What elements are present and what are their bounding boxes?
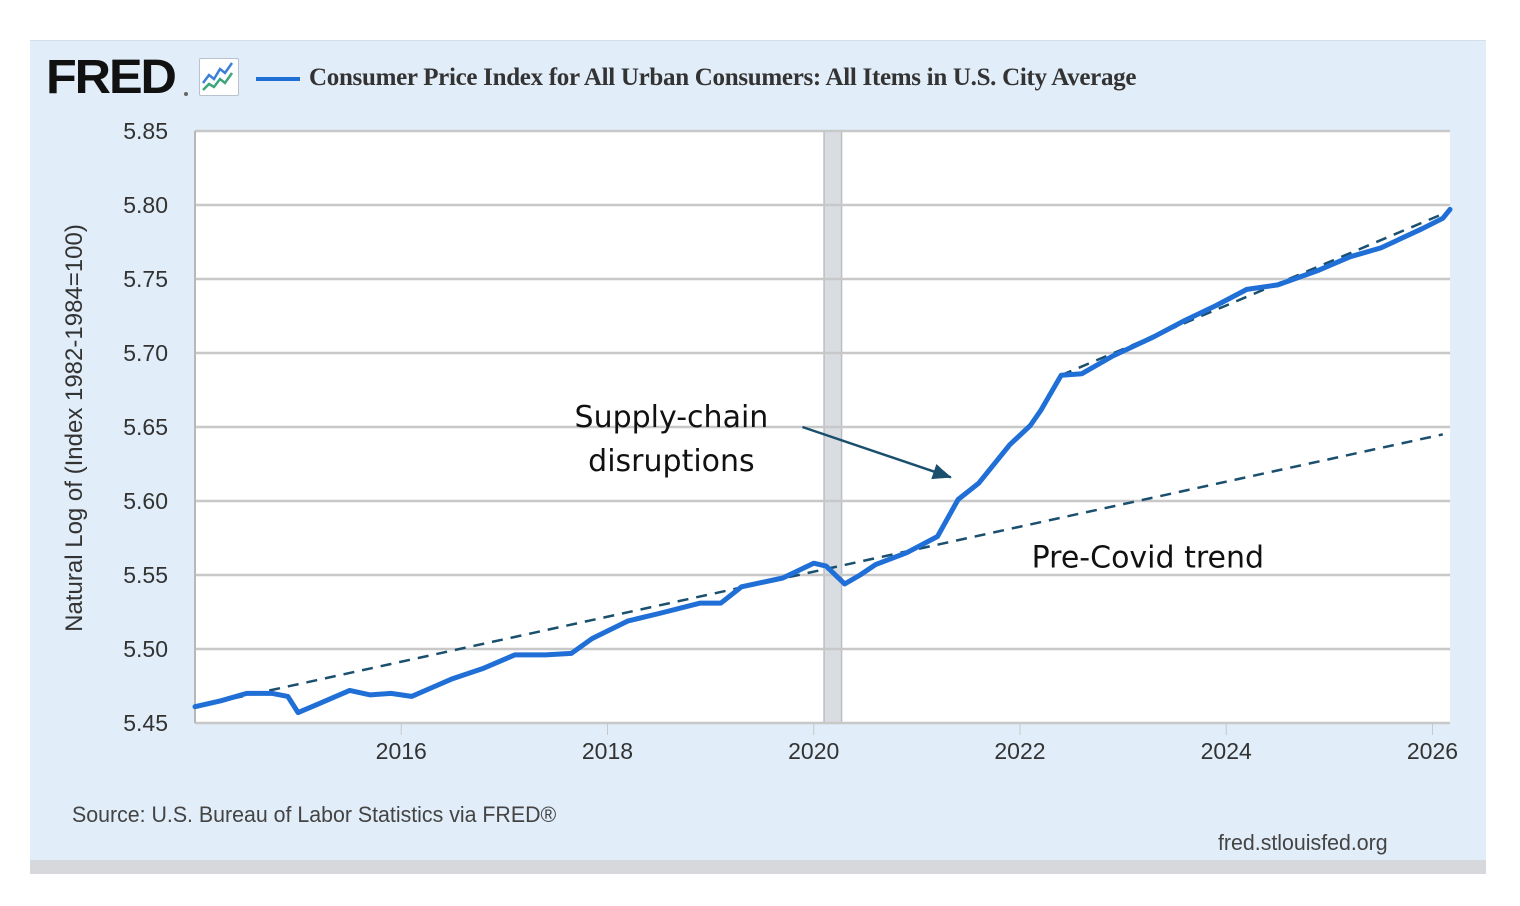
y-tick-label: 5.50 (123, 636, 168, 662)
annotation-label: Supply-chain (575, 400, 769, 435)
chart-title[interactable]: Consumer Price Index for All Urban Consu… (309, 64, 1137, 91)
y-tick-label: 5.65 (123, 414, 168, 440)
post-2022-trend-line (1060, 209, 1451, 377)
x-tick-label: 2016 (376, 738, 427, 764)
logo-registered-mark (184, 92, 188, 96)
annotation-arrow-head (931, 463, 951, 480)
x-tick-label: 2026 (1407, 738, 1458, 764)
source-note: Source: U.S. Bureau of Labor Statistics … (72, 802, 557, 827)
site-link[interactable]: fred.stlouisfed.org (1218, 830, 1388, 855)
y-axis-label: Natural Log of (Index 1982-1984=100) (61, 224, 88, 632)
grid-layer (194, 129, 1450, 725)
y-tick-label: 5.85 (123, 118, 168, 144)
fred-logo[interactable]: FRED (46, 51, 177, 104)
x-tick-label: 2022 (994, 738, 1045, 764)
cpi-series-line (192, 206, 1453, 716)
y-tick-label: 5.60 (123, 488, 168, 514)
annotation-label: Pre-Covid trend (1032, 541, 1264, 576)
y-tick-label: 5.75 (123, 266, 168, 292)
line-chart-icon-graphic (202, 62, 234, 91)
x-tick-label: 2020 (788, 738, 839, 764)
pre-covid-trend-line (194, 433, 1444, 708)
frame-shadow (30, 860, 1486, 874)
y-tick-label: 5.80 (123, 192, 168, 218)
annotation-arrow (801, 425, 952, 479)
x-tick-label: 2024 (1201, 738, 1252, 764)
trend-line-layer (194, 209, 1451, 708)
series-layer (192, 206, 1453, 716)
y-tick-label: 5.55 (123, 562, 168, 588)
annotation-layer: Supply-chain disruptions Pre-Covid trend (575, 400, 1265, 576)
y-tick-label: 5.70 (123, 340, 168, 366)
legend-series-swatch (256, 77, 300, 81)
line-chart-icon[interactable] (199, 58, 239, 96)
axis-layer: 5.45 5.50 5.55 5.60 5.65 5.70 5.75 5.80 5.85 2016… (123, 118, 1458, 764)
annotation-label: disruptions (588, 444, 755, 479)
y-tick-label: 5.45 (123, 710, 168, 736)
x-tick-label: 2018 (582, 738, 633, 764)
